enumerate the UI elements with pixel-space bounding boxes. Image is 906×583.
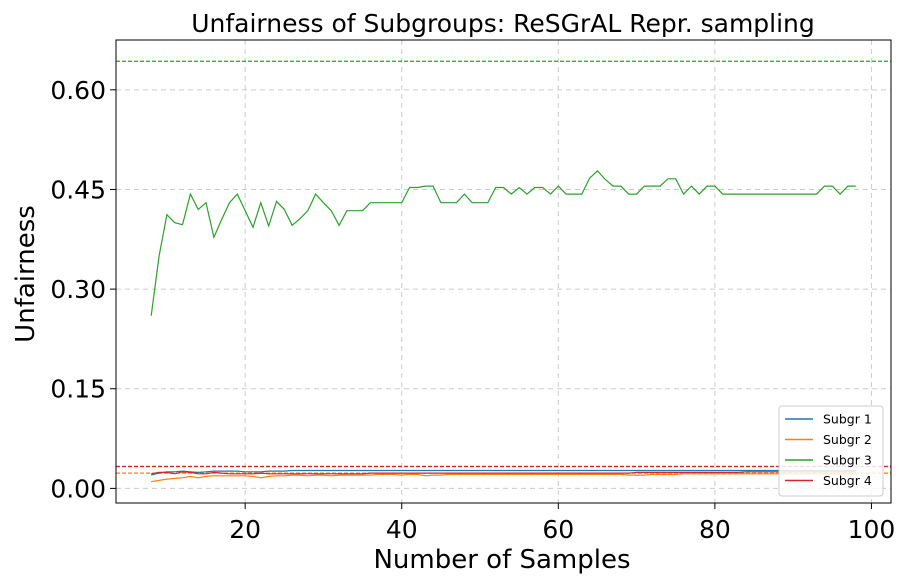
y-axis-label: Unfairness [11,205,41,343]
legend: Subgr 1 Subgr 2 Subgr 3 Subgr 4 [778,405,884,497]
legend-label: Subgr 4 [823,473,872,488]
series-lines [150,170,856,483]
legend-box [778,405,884,497]
legend-label: Subgr 1 [823,412,872,427]
x-tick-label: 20 [229,515,261,544]
series-line-4 [151,471,856,475]
x-tick-label: 80 [699,515,731,544]
x-tick-label: 100 [848,515,896,544]
y-tick-label: 0.15 [50,375,106,404]
series-line-2 [151,473,856,483]
x-axis-label: Number of Samples [373,545,630,575]
y-axis-ticks: 0.00 0.15 0.30 0.45 0.60 [50,76,116,503]
reference-lines [116,60,891,474]
y-tick-label: 0.60 [50,76,106,105]
series-line-3 [150,170,856,316]
y-tick-label: 0.30 [50,275,106,304]
x-axis-ticks: 20 40 60 80 100 [229,503,895,544]
plot-frame [115,39,892,504]
grid-lines [116,40,891,503]
y-tick-label: 0.00 [50,474,106,503]
x-tick-label: 60 [542,515,574,544]
legend-label: Subgr 3 [823,453,872,468]
series-line-1 [151,469,856,476]
legend-label: Subgr 2 [823,432,872,447]
chart-title: Unfairness of Subgroups: ReSGrAL Repr. s… [191,9,815,38]
y-tick-label: 0.45 [50,175,106,204]
x-tick-label: 40 [386,515,418,544]
